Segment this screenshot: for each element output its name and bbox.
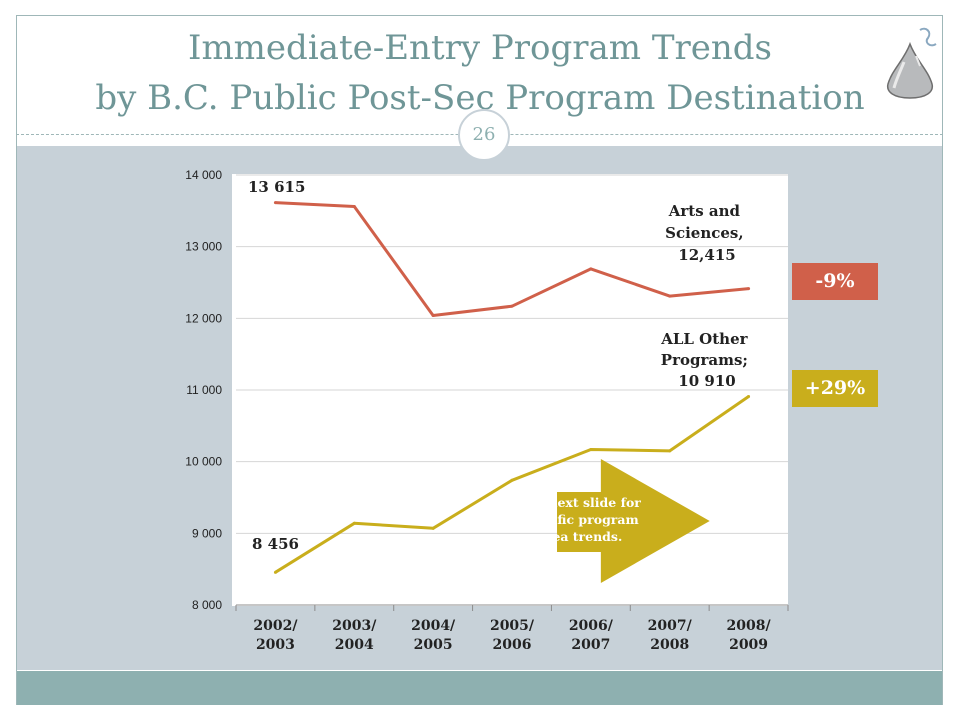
data-point-other: [747, 394, 751, 398]
series-line-other: [274, 395, 750, 574]
arts-end-label: Arts and Sciences, 12,415: [665, 202, 749, 264]
page-number: 26: [458, 109, 510, 161]
slide-title-line1: Immediate-Entry Program Trends: [188, 28, 772, 68]
data-point-arts: [273, 201, 277, 205]
x-tick-label: 2004/2005: [411, 618, 456, 653]
other-start-label: 8 456: [252, 535, 299, 553]
arts-end-label-line3: 12,415: [678, 246, 735, 264]
arts-change-badge: -9%: [792, 263, 878, 300]
arts-end-label-line2: Sciences,: [665, 224, 743, 242]
arts-start-label: 13 615: [248, 178, 305, 196]
data-point-arts: [352, 205, 356, 209]
data-point-other: [510, 478, 514, 482]
data-point-other: [273, 570, 277, 574]
y-tick-label: 8 000: [192, 598, 222, 612]
arts-end-label-line1: Arts and: [668, 202, 741, 220]
y-tick-label: 9 000: [192, 526, 222, 540]
y-tick-label: 14 000: [185, 168, 222, 182]
data-point-arts: [431, 313, 435, 317]
y-tick-label: 10 000: [185, 455, 222, 469]
x-tick-label: 2008/2009: [727, 618, 772, 653]
data-point-arts: [589, 267, 593, 271]
x-tick-label: 2007/2008: [648, 618, 693, 653]
other-end-label-line2: Programs;: [661, 351, 748, 369]
y-tick-label: 12 000: [185, 311, 222, 325]
y-tick-label: 11 000: [186, 383, 222, 397]
other-end-label-line3: 10 910: [678, 372, 735, 390]
other-change-badge: +29%: [792, 370, 878, 407]
x-tick-label: 2003/2004: [332, 618, 377, 653]
y-tick-label: 13 000: [185, 240, 222, 254]
data-point-arts: [747, 287, 751, 291]
data-point-other: [352, 521, 356, 525]
data-point-arts: [668, 294, 672, 298]
data-point-other: [589, 447, 593, 451]
footer-band: [17, 671, 942, 705]
x-tick-label: 2006/2007: [569, 618, 614, 653]
data-point-arts: [510, 304, 514, 308]
other-end-label: ALL Other Programs; 10 910: [660, 330, 753, 390]
chocolate-kiss-icon: [886, 27, 937, 99]
x-tick-label: 2005/2006: [490, 618, 535, 653]
other-end-label-line1: ALL Other: [660, 330, 748, 348]
callout-text: See next slide for specific program area…: [519, 495, 641, 544]
data-point-other: [431, 526, 435, 530]
callout-arrow-shape: [557, 459, 710, 583]
data-point-other: [668, 449, 672, 453]
x-tick-label: 2002/2003: [253, 618, 298, 653]
